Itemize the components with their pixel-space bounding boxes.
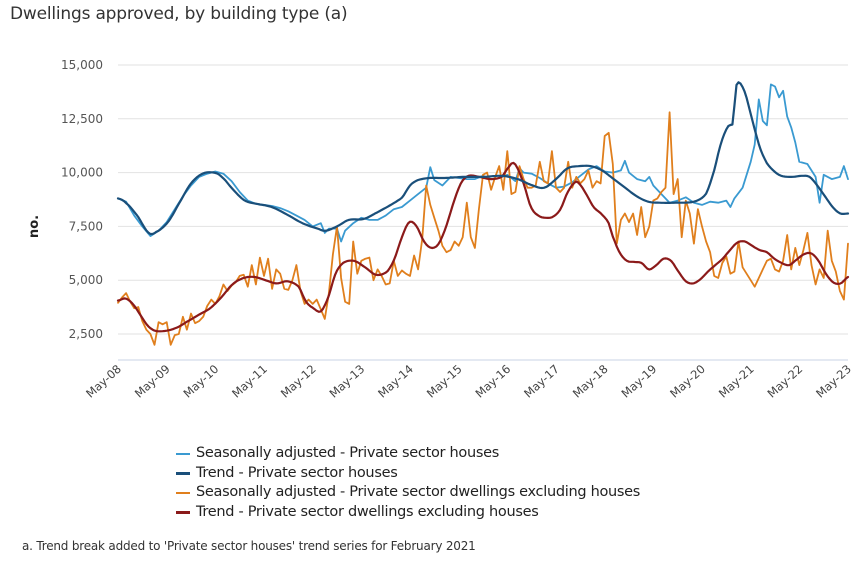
x-tick-label: May-11	[229, 362, 270, 401]
x-tick-label: May-12	[278, 362, 319, 401]
y-axis-label: no.	[27, 215, 42, 238]
legend-label: Trend - Private sector houses	[196, 464, 398, 481]
line-chart: 2,500 5,000 7,500 10,000 12,500 15,000 no. Ma…	[27, 58, 854, 401]
legend-label: Seasonally adjusted - Private sector dwe…	[196, 484, 641, 500]
series-line-1	[117, 83, 849, 243]
x-tick-label: May-19	[618, 362, 659, 401]
legend-label: Seasonally adjusted - Private sector hou…	[196, 445, 499, 461]
legend-label: Trend - Private sector dwellings excludi…	[196, 503, 539, 520]
legend-item-trend-houses[interactable]: Trend - Private sector houses	[176, 464, 640, 484]
series-line-2	[116, 81, 850, 236]
x-tick-label: May-18	[570, 362, 611, 401]
legend-item-trend-dwellings-excl-houses[interactable]: Trend - Private sector dwellings excludi…	[176, 503, 640, 523]
y-tick-label: 7,500	[69, 219, 103, 233]
x-tick-label: May-13	[326, 362, 367, 401]
legend-swatch-icon	[176, 511, 190, 514]
x-tick-label: May-21	[716, 362, 757, 401]
x-tick-label: May-22	[764, 362, 805, 401]
legend-swatch-icon	[176, 472, 190, 475]
series-line-3	[117, 111, 849, 346]
x-axis-ticks: May-08 May-09 May-10 May-11 May-12 May-13 May-…	[83, 362, 854, 401]
chart-title: Dwellings approved, by building type (a)	[10, 4, 348, 24]
legend-item-sa-dwellings-excl-houses[interactable]: Seasonally adjusted - Private sector dwe…	[176, 483, 640, 503]
x-tick-label: May-10	[180, 362, 221, 401]
footnote: a. Trend break added to 'Private sector …	[22, 539, 476, 553]
x-tick-label: May-17	[521, 362, 562, 401]
legend-swatch-icon	[176, 452, 190, 455]
legend: Seasonally adjusted - Private sector hou…	[176, 444, 640, 522]
y-tick-label: 5,000	[69, 273, 103, 287]
x-tick-label: May-23	[813, 362, 854, 401]
y-tick-label: 2,500	[69, 327, 103, 341]
legend-swatch-icon	[176, 491, 190, 494]
y-tick-label: 10,000	[61, 166, 103, 180]
y-tick-label: 12,500	[61, 112, 103, 126]
legend-item-sa-houses[interactable]: Seasonally adjusted - Private sector hou…	[176, 444, 640, 464]
x-tick-label: May-14	[375, 362, 416, 401]
x-tick-label: May-08	[83, 362, 124, 401]
x-tick-label: May-09	[132, 362, 173, 401]
x-tick-label: May-16	[472, 362, 513, 401]
gridlines	[118, 64, 848, 335]
y-axis-ticks: 2,500 5,000 7,500 10,000 12,500 15,000	[61, 58, 103, 341]
y-tick-label: 15,000	[61, 58, 103, 72]
x-tick-label: May-15	[424, 362, 465, 401]
x-tick-label: May-20	[667, 362, 708, 401]
series-lines	[116, 81, 850, 346]
